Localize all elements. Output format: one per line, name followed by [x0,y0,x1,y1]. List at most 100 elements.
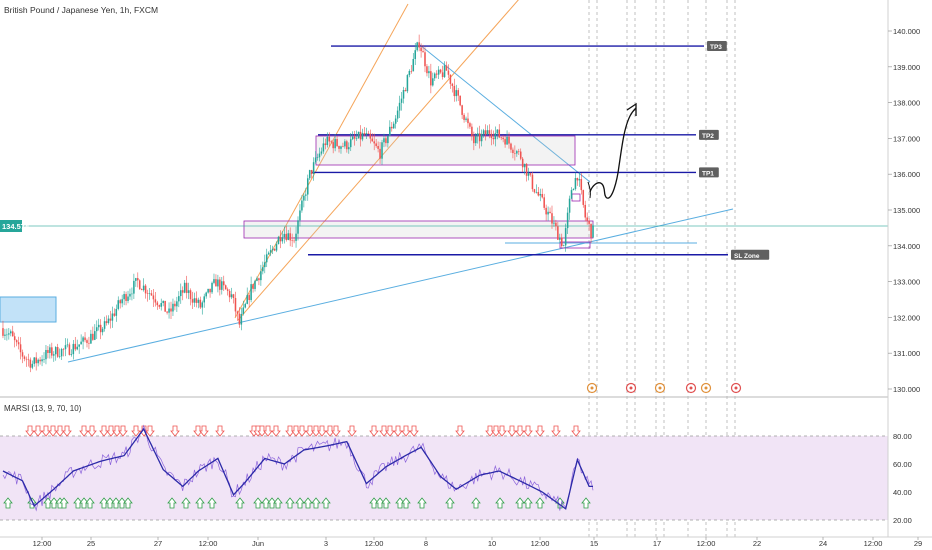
candle-body [185,282,188,293]
candle-body [170,308,172,312]
rsi-fast-line[interactable] [2,424,594,512]
candle-body [201,302,204,308]
candle-body [504,139,506,145]
candle-body [453,85,456,97]
candle-body [500,137,502,139]
candle-body [449,74,452,84]
candle-body [207,288,209,293]
candle-body [346,141,348,150]
candle-body [215,279,217,287]
target-levels[interactable]: TP3 TP2 TP1 SL Zone [308,41,770,260]
candle-body [135,278,137,281]
candle-body [254,280,256,289]
candle-body [582,190,585,205]
candle-body [103,321,106,329]
candle-body [273,248,276,251]
candle-body [461,105,463,115]
candle-body [162,300,164,304]
supply-demand-zones[interactable] [0,135,594,323]
candle-body [537,191,540,196]
candle-body [193,298,196,303]
candle-body [92,333,94,340]
candle-body [203,296,205,303]
level-tag-sl[interactable] [731,249,770,260]
time-axis[interactable]: 12:00 25 27 12:00 Jun 3 12:00 8 10 12:00 15 17 12:00… [33,537,923,548]
candle-body [148,293,151,294]
zone-small[interactable] [571,193,581,202]
candle-body [306,178,309,195]
event-icon[interactable] [625,382,637,394]
candle-body [29,359,32,368]
candle-body [521,158,524,168]
candle-body [80,341,82,345]
candle-body [557,226,559,240]
event-icon[interactable] [700,382,712,394]
event-icon[interactable] [586,382,598,394]
blue-support-line[interactable] [67,208,734,363]
candle-body [457,90,459,96]
trend-lines[interactable] [67,0,734,363]
candle-body [314,157,317,163]
candle-body [480,133,483,142]
candle-body [176,301,178,307]
candle-body [240,314,243,325]
event-icon[interactable] [685,382,697,394]
candle-body [432,78,434,86]
level-tag-tp2[interactable] [699,129,719,140]
candle-body [578,179,581,181]
rsi-lines[interactable] [2,424,594,512]
candle-body [264,262,266,268]
candle-body [267,252,270,255]
candle-body [412,58,415,72]
candle-body [392,123,395,129]
orange-channel-line-lower[interactable] [237,0,520,321]
candle-body [224,285,227,290]
economic-event-icons[interactable] [586,382,742,394]
candle-body [17,342,20,345]
candle-body [90,333,92,344]
candle-body [51,347,53,356]
price-axis[interactable]: 140.000 139.000 138.000 137.000 136.000 135.0… [888,27,920,394]
event-icon[interactable] [654,382,666,394]
candle-body [349,139,352,148]
level-tag-tp1[interactable] [699,167,719,178]
candle-body [490,133,493,138]
level-tag-tp3[interactable] [707,41,727,52]
zone-left[interactable] [0,296,57,323]
indicator-tick-label: 80.00 [893,432,912,441]
candle-body [402,89,405,99]
zone-upper[interactable] [315,135,576,166]
candle-body [295,233,297,241]
candle-body [344,141,346,147]
rsi-slow-line[interactable] [2,427,593,510]
candle-body [260,271,262,281]
price-tick-label: 137.000 [893,134,920,143]
candle-body [348,147,350,150]
candle-body [82,337,84,342]
candle-body [396,110,399,119]
price-tick-label: 135.000 [893,206,920,215]
candle-body [496,129,499,134]
zone-sl-small[interactable] [559,241,591,249]
candle-body [117,300,120,309]
candle-body [590,223,592,238]
candle-body [305,194,307,196]
price-pane[interactable]: TP3 TP2 TP1 SL Zone British Pound / Japanes… [0,0,888,537]
candle-body [379,148,381,159]
event-icon[interactable] [730,382,742,394]
candle-body [39,359,41,362]
candle-body [172,303,174,312]
orange-channel-line-upper[interactable] [234,3,409,319]
candle-body [541,194,544,198]
time-tick-label: 12:00 [33,539,52,548]
candle-body [551,213,553,224]
candlesticks[interactable] [2,34,594,373]
indicator-pane[interactable]: MARSI (13, 9, 70, 10) [0,404,888,521]
projection-arrow-path[interactable] [589,107,637,199]
candle-body [88,342,90,344]
indicator-axis[interactable]: 80.00 60.00 40.00 20.00 [893,432,912,525]
candle-body [359,131,362,140]
candle-body [152,295,155,300]
candle-body [506,136,508,145]
